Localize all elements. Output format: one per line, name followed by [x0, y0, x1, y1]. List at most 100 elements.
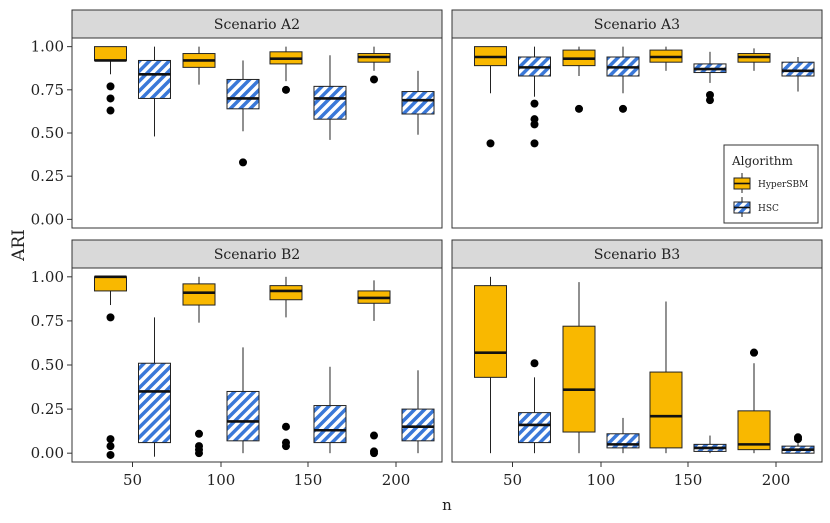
- outlier-point: [705, 96, 714, 105]
- box-iqr: [226, 78, 260, 110]
- box-hypersbm-150: [269, 46, 303, 94]
- y-tick-label: 0.25: [31, 400, 64, 418]
- panel-title: Scenario A2: [214, 17, 300, 33]
- panel-strip: [71, 9, 443, 39]
- box-iqr: [226, 390, 260, 442]
- box-hypersbm-100: [562, 46, 596, 113]
- box-iqr: [606, 433, 640, 449]
- outlier-point: [106, 450, 115, 459]
- outlier-point: [238, 158, 247, 167]
- panel-scenario-b2: Scenario B2: [71, 239, 443, 463]
- legend-title: Algorithm: [731, 154, 794, 168]
- box-hypersbm-100: [182, 276, 216, 458]
- box-hypersbm-100: [182, 46, 216, 85]
- outlier-point: [106, 313, 115, 322]
- box-hsc-100: [606, 46, 640, 113]
- box-iqr: [401, 91, 435, 115]
- y-tick-label: 0.25: [31, 167, 64, 185]
- panel-strip: [451, 239, 823, 269]
- outlier-point: [486, 139, 495, 148]
- outlier-point: [530, 120, 539, 129]
- box-iqr: [313, 85, 347, 120]
- x-tick-label: 200: [382, 471, 411, 489]
- box-iqr: [562, 325, 596, 433]
- outlier-point: [281, 442, 290, 451]
- legend-key-hypersbm: [733, 173, 751, 193]
- box-hsc-50: [517, 359, 551, 454]
- y-tick-label: 0.75: [31, 312, 64, 330]
- outlier-point: [194, 429, 203, 438]
- x-tick-label: 150: [674, 471, 703, 489]
- outlier-point: [106, 442, 115, 451]
- outlier-point: [530, 99, 539, 108]
- outlier-point: [370, 75, 379, 84]
- y-tick-label: 1.00: [31, 38, 64, 56]
- box-hsc-100: [606, 417, 640, 454]
- box-hsc-150: [693, 435, 727, 454]
- outlier-point: [794, 435, 803, 444]
- panel-frame: [71, 37, 443, 229]
- box-iqr: [137, 362, 171, 444]
- box-hsc-50: [137, 46, 171, 137]
- box-hsc-150: [313, 55, 347, 140]
- outlier-point: [106, 435, 115, 444]
- box-hypersbm-200: [357, 46, 391, 84]
- outlier-point: [281, 422, 290, 431]
- y-tick-label: 0.00: [31, 210, 64, 228]
- legend-key-hsc: [733, 197, 751, 217]
- x-tick-label: 50: [503, 471, 522, 489]
- box-hsc-150: [693, 51, 727, 105]
- box-hsc-200: [781, 57, 815, 92]
- box-iqr: [137, 59, 171, 99]
- legend-label-hypersbm: HyperSBM: [758, 180, 808, 190]
- box-hypersbm-50: [473, 46, 507, 148]
- panel-scenario-b3: Scenario B3: [451, 239, 823, 463]
- box-hypersbm-100: [562, 282, 596, 454]
- box-iqr: [649, 371, 683, 449]
- outlier-point: [194, 449, 203, 458]
- y-tick-label: 0.75: [31, 81, 64, 99]
- outlier-point: [530, 359, 539, 368]
- box-hypersbm-150: [649, 46, 683, 71]
- box-iqr: [401, 408, 435, 442]
- y-tick-label: 1.00: [31, 268, 64, 286]
- box-hsc-100: [226, 60, 260, 167]
- panel-title: Scenario B3: [594, 247, 680, 263]
- x-tick-label: 200: [762, 471, 791, 489]
- outlier-point: [106, 82, 115, 91]
- box-iqr: [781, 61, 815, 77]
- box-hypersbm-50: [93, 46, 127, 115]
- box-iqr: [93, 276, 127, 292]
- box-hsc-200: [401, 70, 435, 135]
- outlier-point: [750, 348, 759, 357]
- box-hsc-50: [517, 46, 551, 148]
- outlier-point: [106, 94, 115, 103]
- outlier-point: [281, 85, 290, 94]
- box-hypersbm-200: [737, 48, 771, 71]
- outlier-point: [618, 104, 627, 113]
- x-tick-label: 100: [207, 471, 236, 489]
- x-tick-label: 150: [294, 471, 323, 489]
- box-iqr: [269, 285, 303, 301]
- outlier-point: [106, 106, 115, 115]
- x-tick-label: 50: [123, 471, 142, 489]
- box-iqr: [182, 283, 216, 306]
- outlier-point: [574, 104, 583, 113]
- y-tick-label: 0.50: [31, 356, 64, 374]
- box-hypersbm-50: [473, 276, 507, 454]
- x-axis-title: n: [442, 496, 452, 514]
- x-tick-label: 100: [587, 471, 616, 489]
- y-axis-title: ARI: [9, 229, 29, 262]
- box-hypersbm-50: [93, 275, 127, 459]
- panel-title: Scenario B2: [214, 247, 300, 263]
- box-hypersbm-150: [649, 301, 683, 454]
- box-hsc-200: [401, 370, 435, 454]
- box-hypersbm-200: [357, 280, 391, 458]
- box-iqr: [517, 412, 551, 444]
- box-hsc-100: [226, 347, 260, 454]
- box-hsc-200: [781, 433, 815, 454]
- box-hsc-50: [137, 317, 171, 457]
- y-tick-label: 0.50: [31, 124, 64, 142]
